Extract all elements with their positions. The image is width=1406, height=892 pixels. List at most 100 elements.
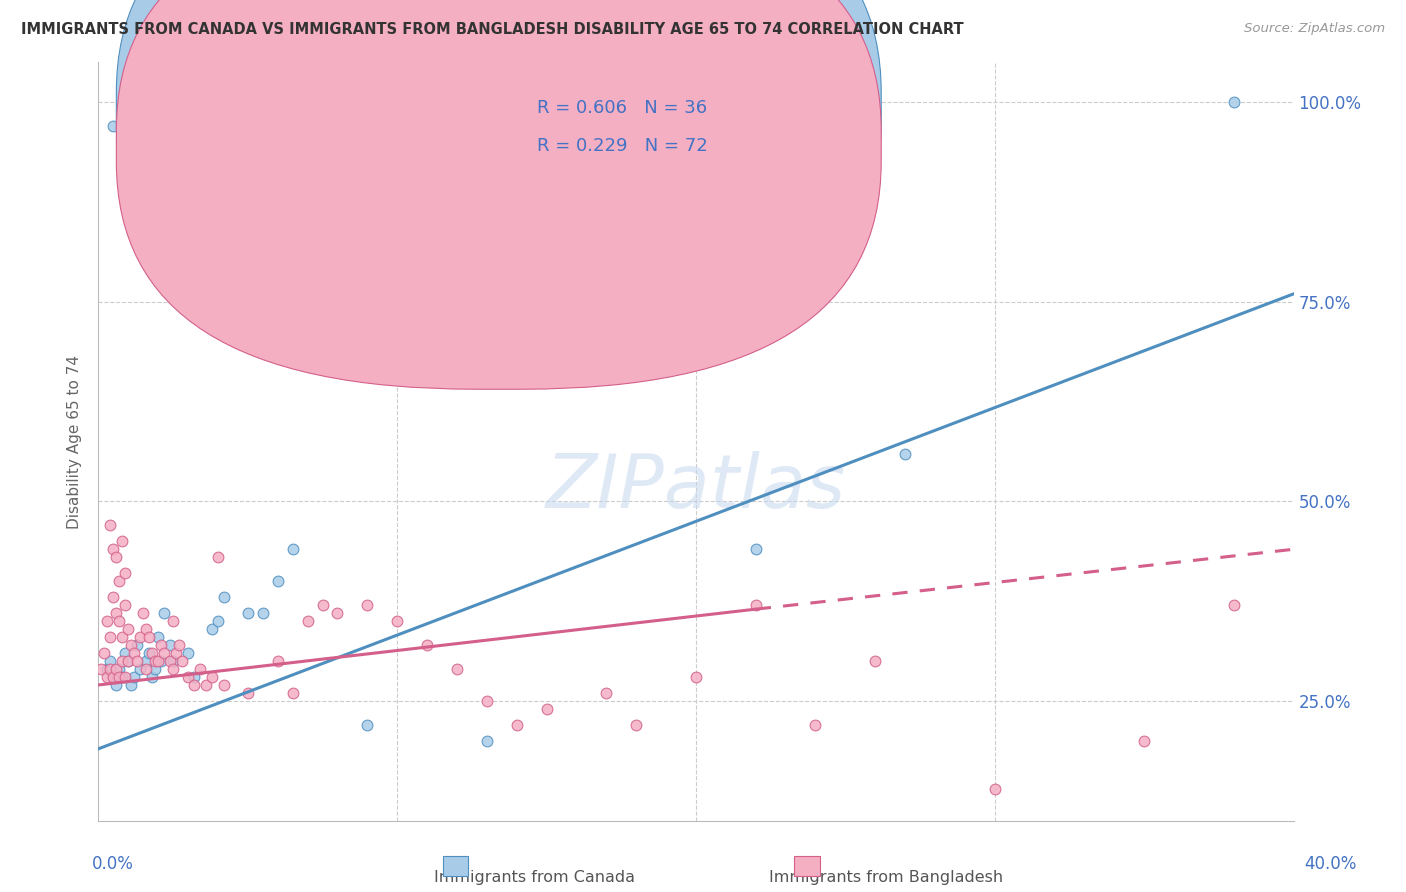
Point bbox=[150, 638, 173, 652]
Point bbox=[865, 654, 887, 668]
Point bbox=[105, 678, 128, 692]
Point bbox=[167, 638, 190, 652]
Point bbox=[138, 630, 160, 644]
Point bbox=[267, 654, 290, 668]
Point bbox=[150, 654, 173, 668]
Point bbox=[103, 670, 125, 684]
FancyBboxPatch shape bbox=[117, 0, 882, 389]
Point bbox=[281, 686, 304, 700]
Point bbox=[804, 718, 827, 732]
Point bbox=[201, 622, 224, 636]
Point bbox=[129, 630, 152, 644]
Point bbox=[177, 646, 200, 660]
Point bbox=[93, 646, 115, 660]
Point bbox=[127, 654, 149, 668]
Text: Source: ZipAtlas.com: Source: ZipAtlas.com bbox=[1244, 22, 1385, 36]
Point bbox=[172, 654, 194, 668]
Point bbox=[124, 646, 146, 660]
Point bbox=[129, 662, 152, 676]
Point bbox=[141, 670, 163, 684]
Point bbox=[105, 662, 128, 676]
Point bbox=[96, 614, 118, 628]
Point bbox=[236, 606, 259, 620]
Point bbox=[162, 654, 184, 668]
Point bbox=[475, 694, 498, 708]
Point bbox=[124, 670, 146, 684]
Point bbox=[143, 654, 166, 668]
Point bbox=[108, 574, 131, 589]
Point bbox=[159, 654, 181, 668]
Point bbox=[111, 670, 134, 684]
Point bbox=[446, 662, 468, 676]
Point bbox=[108, 670, 131, 684]
Point bbox=[114, 646, 136, 660]
Point bbox=[1133, 734, 1156, 748]
Point bbox=[111, 630, 134, 644]
Point bbox=[745, 542, 768, 557]
Point bbox=[311, 598, 333, 612]
Point bbox=[356, 598, 378, 612]
Point bbox=[162, 614, 184, 628]
Point bbox=[1223, 95, 1246, 110]
Y-axis label: Disability Age 65 to 74: Disability Age 65 to 74 bbox=[67, 354, 83, 529]
Point bbox=[108, 662, 131, 676]
Text: Immigrants from Canada: Immigrants from Canada bbox=[434, 870, 634, 885]
Point bbox=[148, 630, 170, 644]
FancyBboxPatch shape bbox=[451, 81, 797, 180]
Point bbox=[416, 638, 439, 652]
Point bbox=[385, 614, 409, 628]
Point bbox=[114, 566, 136, 581]
Point bbox=[252, 606, 274, 620]
Point bbox=[201, 670, 224, 684]
Text: R = 0.606   N = 36: R = 0.606 N = 36 bbox=[537, 99, 707, 117]
Point bbox=[127, 638, 149, 652]
Text: Immigrants from Bangladesh: Immigrants from Bangladesh bbox=[769, 870, 1002, 885]
Point bbox=[207, 614, 229, 628]
Point bbox=[626, 718, 648, 732]
Point bbox=[98, 630, 122, 644]
Point bbox=[326, 606, 349, 620]
Point bbox=[135, 622, 157, 636]
Point bbox=[506, 718, 529, 732]
Point bbox=[117, 622, 139, 636]
Point bbox=[894, 446, 917, 460]
Point bbox=[177, 670, 200, 684]
Point bbox=[103, 542, 125, 557]
Point bbox=[96, 662, 118, 676]
Point bbox=[153, 606, 176, 620]
Point bbox=[148, 654, 170, 668]
Point bbox=[212, 678, 235, 692]
Point bbox=[108, 614, 131, 628]
Point bbox=[111, 654, 134, 668]
Point bbox=[236, 686, 259, 700]
Point bbox=[103, 590, 125, 604]
Point bbox=[207, 550, 229, 565]
Point bbox=[745, 598, 768, 612]
Point bbox=[90, 662, 112, 676]
Point bbox=[111, 534, 134, 549]
Point bbox=[183, 670, 205, 684]
Text: 0.0%: 0.0% bbox=[91, 855, 134, 872]
Point bbox=[595, 686, 617, 700]
Text: R = 0.229   N = 72: R = 0.229 N = 72 bbox=[537, 136, 707, 155]
Point bbox=[135, 662, 157, 676]
Point bbox=[96, 670, 118, 684]
Point bbox=[475, 734, 498, 748]
Point bbox=[114, 598, 136, 612]
Point bbox=[153, 646, 176, 660]
Point bbox=[141, 646, 163, 660]
Point bbox=[162, 662, 184, 676]
Point bbox=[114, 670, 136, 684]
Text: IMMIGRANTS FROM CANADA VS IMMIGRANTS FROM BANGLADESH DISABILITY AGE 65 TO 74 COR: IMMIGRANTS FROM CANADA VS IMMIGRANTS FRO… bbox=[21, 22, 963, 37]
Point bbox=[120, 678, 142, 692]
Point bbox=[1223, 598, 1246, 612]
Point bbox=[117, 654, 139, 668]
Point bbox=[188, 662, 211, 676]
Point bbox=[195, 678, 218, 692]
Point bbox=[685, 670, 707, 684]
Point bbox=[165, 646, 187, 660]
FancyBboxPatch shape bbox=[117, 0, 882, 351]
Point bbox=[105, 606, 128, 620]
Point bbox=[536, 702, 558, 716]
Point bbox=[297, 614, 319, 628]
